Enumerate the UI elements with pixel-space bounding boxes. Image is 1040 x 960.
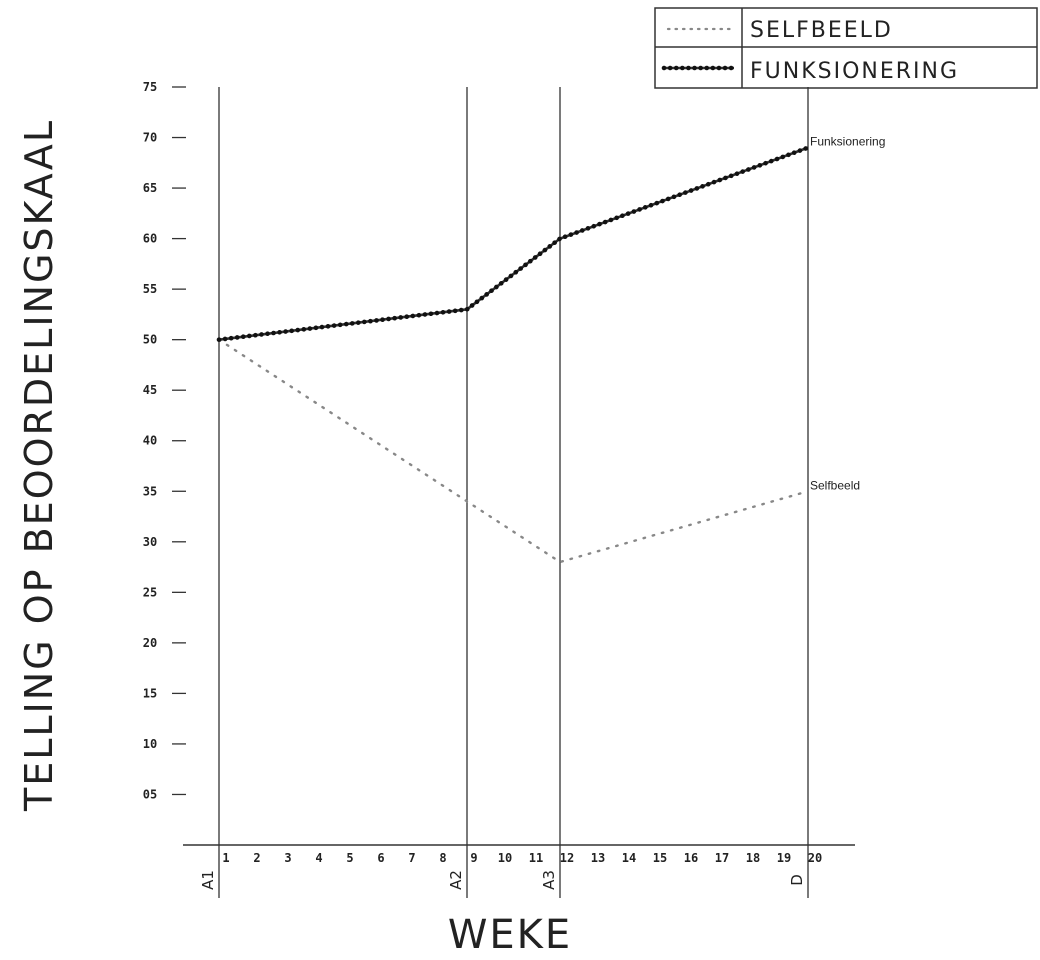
series-annotations: Selfbeeld Funksionering (810, 135, 885, 493)
y-tick-label: 40 (143, 434, 157, 448)
legend-label-funksionering: FUNKSIONERING (750, 59, 959, 84)
phase-label: D (788, 874, 806, 886)
x-tick-label: 12 (560, 851, 574, 865)
legend-box (654, 7, 1038, 89)
x-axis-title: WEKE (448, 912, 572, 958)
y-tick-label: 25 (143, 585, 157, 599)
y-tick-label: 10 (143, 737, 157, 751)
y-tick-label: 55 (143, 282, 157, 296)
x-tick-label: 11 (529, 851, 543, 865)
x-tick-label: 19 (777, 851, 791, 865)
series-line-beads (216, 145, 811, 342)
x-tick-label: 9 (470, 851, 477, 865)
x-tick-label: 10 (498, 851, 512, 865)
series-lines (216, 145, 811, 564)
y-tick-label: 30 (143, 535, 157, 549)
series-line (218, 146, 809, 341)
x-tick-label: 7 (408, 851, 415, 865)
y-tick-label: 60 (143, 232, 157, 246)
x-tick-label: 14 (622, 851, 636, 865)
x-tick-label: 18 (746, 851, 760, 865)
legend: SELFBEELD FUNKSIONERING (654, 7, 1038, 89)
x-ticks: 1 2 3 4 5 6 7 8 9 10 11 12 13 14 15 16 17 18 19 20 (222, 851, 822, 865)
series-annotation: Selfbeeld (810, 478, 860, 492)
x-tick-label: 8 (439, 851, 446, 865)
x-tick-label: 1 (222, 851, 229, 865)
x-tick-label: 5 (346, 851, 353, 865)
y-tick-label: 45 (143, 383, 157, 397)
x-tick-label: 3 (284, 851, 291, 865)
phase-label: A3 (540, 870, 558, 890)
x-tick-label: 16 (684, 851, 698, 865)
y-tick-label: 20 (143, 636, 157, 650)
y-tick-label: 50 (143, 333, 157, 347)
y-tick-label: 15 (143, 686, 157, 700)
phase-markers: A1 A2 A3 D (199, 87, 809, 898)
phase-label: A2 (447, 870, 465, 890)
x-tick-label: 17 (715, 851, 729, 865)
y-tick-label: 05 (143, 787, 157, 801)
phase-label: A1 (199, 870, 217, 890)
y-axis-title: TELLING OP BEOORDELINGSKAAL (17, 119, 61, 812)
x-tick-label: 20 (808, 851, 822, 865)
x-tick-label: 15 (653, 851, 667, 865)
x-tick-label: 2 (253, 851, 260, 865)
y-tick-label: 65 (143, 181, 157, 195)
y-tick-label: 35 (143, 484, 157, 498)
y-ticks: 75 70 65 60 55 50 45 40 35 30 25 20 15 10 05 (143, 80, 186, 801)
series-annotation: Funksionering (810, 135, 885, 149)
x-tick-label: 6 (377, 851, 384, 865)
legend-label-selfbeeld: SELFBEELD (750, 18, 893, 43)
x-tick-label: 13 (591, 851, 605, 865)
x-tick-label: 4 (315, 851, 322, 865)
y-tick-label: 75 (143, 80, 157, 94)
series-line (217, 338, 810, 564)
y-tick-label: 70 (143, 131, 157, 145)
